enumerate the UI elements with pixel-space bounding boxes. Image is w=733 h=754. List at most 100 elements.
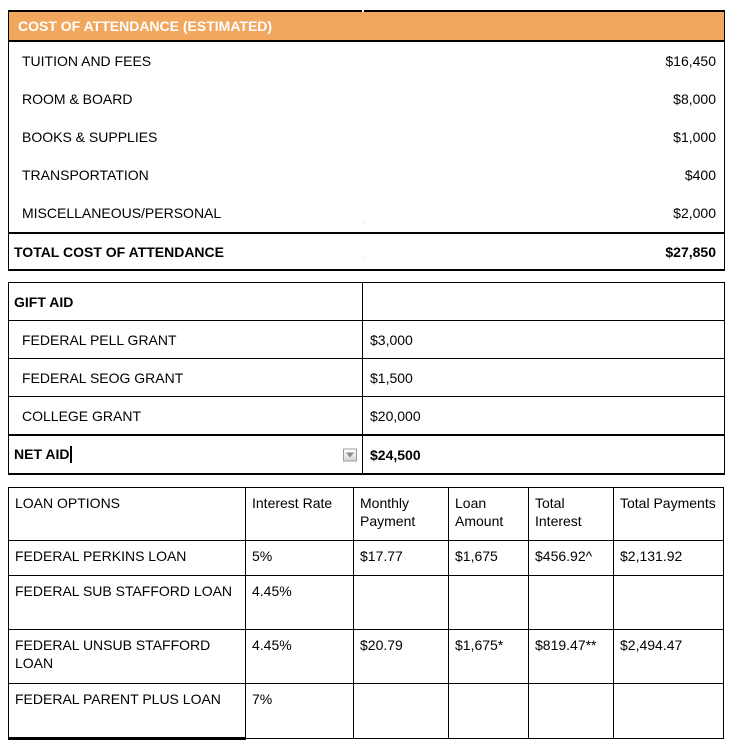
- loan-payments-cell[interactable]: [613, 575, 724, 630]
- gift-aid-header-cell[interactable]: GIFT AID: [8, 282, 363, 321]
- loan-amount-cell[interactable]: $1,675: [448, 540, 529, 576]
- loan-header-label: Interest Rate: [252, 495, 333, 511]
- cost-label-cell[interactable]: ROOM & BOARD: [9, 80, 363, 118]
- loan-name-cell[interactable]: FEDERAL UNSUB STAFFORD LOAN: [8, 629, 246, 684]
- cost-value: $2,000: [673, 205, 716, 221]
- gift-label-cell[interactable]: FEDERAL PELL GRANT: [8, 320, 363, 359]
- loan-monthly-cell[interactable]: [353, 683, 449, 739]
- table-row: FEDERAL PERKINS LOAN 5% $17.77 $1,675 $4…: [8, 540, 724, 576]
- net-aid-dropdown-button[interactable]: [343, 448, 357, 461]
- gift-label-cell[interactable]: COLLEGE GRANT: [8, 396, 363, 436]
- loan-rate-cell[interactable]: 4.45%: [245, 575, 354, 630]
- loan-monthly-cell[interactable]: $17.77: [353, 540, 449, 576]
- loan-rate: 4.45%: [252, 637, 292, 653]
- loan-header-cell[interactable]: Loan Amount: [448, 487, 529, 541]
- loan-amount-cell[interactable]: [448, 575, 529, 630]
- loan-interest-cell[interactable]: [528, 575, 614, 630]
- loan-payments-cell[interactable]: $2,131.92: [613, 540, 724, 576]
- net-aid-value-cell[interactable]: $24,500: [362, 434, 725, 475]
- cost-label-cell[interactable]: BOOKS & SUPPLIES: [9, 118, 363, 156]
- loan-header-cell[interactable]: Interest Rate: [245, 487, 354, 541]
- loan-name-cell[interactable]: FEDERAL SUB STAFFORD LOAN: [8, 575, 246, 630]
- gift-value-cell[interactable]: $1,500: [362, 358, 725, 397]
- gift-aid-title: GIFT AID: [14, 293, 74, 310]
- gift-value-cell[interactable]: $20,000: [362, 396, 725, 436]
- cost-value: $16,450: [665, 53, 716, 69]
- cost-total-label-cell[interactable]: TOTAL COST OF ATTENDANCE: [8, 232, 363, 270]
- loan-amount: $1,675*: [455, 637, 504, 653]
- gift-value: $1,500: [370, 369, 413, 386]
- loan-rate-cell[interactable]: 5%: [245, 540, 354, 576]
- gift-label-cell[interactable]: FEDERAL SEOG GRANT: [8, 358, 363, 397]
- loan-header-cell[interactable]: Total Payments: [613, 487, 724, 541]
- loan-header-label: Monthly Payment: [360, 495, 416, 529]
- chevron-down-icon: [346, 452, 354, 457]
- cost-value-cell[interactable]: $1,000: [363, 118, 725, 156]
- loan-amount: $1,675: [455, 548, 498, 564]
- loan-header-label: LOAN OPTIONS: [15, 495, 121, 511]
- loan-payments-cell[interactable]: $2,494.47: [613, 629, 724, 684]
- loan-monthly-cell[interactable]: $20.79: [353, 629, 449, 684]
- grid-tick: [362, 257, 364, 259]
- table-row: COLLEGE GRANT $20,000: [8, 396, 725, 436]
- cost-value: $8,000: [673, 91, 716, 107]
- table-row: FEDERAL PARENT PLUS LOAN 7%: [8, 683, 724, 740]
- loan-interest-cell[interactable]: [528, 683, 614, 739]
- loan-rate-cell[interactable]: 4.45%: [245, 629, 354, 684]
- loan-name: FEDERAL UNSUB STAFFORD LOAN: [15, 637, 211, 671]
- gift-value-cell[interactable]: $3,000: [362, 320, 725, 359]
- loan-interest-cell[interactable]: $819.47**: [528, 629, 614, 684]
- loan-header-label: Total Payments: [620, 495, 716, 511]
- table-row: BOOKS & SUPPLIES $1,000: [9, 118, 725, 156]
- net-aid-value: $24,500: [370, 446, 421, 463]
- cost-label: TUITION AND FEES: [22, 53, 152, 69]
- gift-aid-header-row: GIFT AID: [8, 282, 725, 321]
- table-row: TUITION AND FEES $16,450: [9, 41, 725, 80]
- cost-label: BOOKS & SUPPLIES: [22, 129, 158, 145]
- loan-header-cell[interactable]: Monthly Payment: [353, 487, 449, 541]
- loan-name-cell[interactable]: FEDERAL PERKINS LOAN: [8, 540, 246, 576]
- cost-label-cell[interactable]: TRANSPORTATION: [9, 156, 363, 194]
- loan-interest-cell[interactable]: $456.92^: [528, 540, 614, 576]
- loan-monthly: $20.79: [360, 637, 403, 653]
- loan-rate: 5%: [252, 548, 273, 564]
- table-row: MISCELLANEOUS/PERSONAL $2,000: [9, 194, 725, 233]
- loan-interest: $456.92^: [535, 548, 593, 564]
- loan-rate: 7%: [252, 691, 273, 707]
- loan-monthly-cell[interactable]: [353, 575, 449, 630]
- cost-total-value-cell[interactable]: $27,850: [362, 232, 725, 270]
- grid-tick: [362, 222, 364, 224]
- table-row: ROOM & BOARD $8,000: [9, 80, 725, 118]
- gift-value: $20,000: [370, 407, 421, 424]
- loan-amount-cell[interactable]: $1,675*: [448, 629, 529, 684]
- loan-header-label: Loan Amount: [455, 495, 504, 529]
- cost-label: ROOM & BOARD: [22, 91, 133, 107]
- loan-name-cell[interactable]: FEDERAL PARENT PLUS LOAN: [8, 683, 246, 740]
- loan-options-table: LOAN OPTIONS Interest Rate Monthly Payme…: [8, 487, 724, 740]
- net-aid-cell-editing[interactable]: NET AID: [8, 434, 363, 475]
- loan-amount-cell[interactable]: [448, 683, 529, 739]
- gift-label: FEDERAL SEOG GRANT: [22, 369, 184, 386]
- loan-payments: $2,131.92: [620, 548, 683, 564]
- cost-table-header-cell[interactable]: COST OF ATTENDANCE (ESTIMATED): [8, 11, 725, 42]
- cost-value-cell[interactable]: $2,000: [363, 194, 725, 233]
- loan-header-cell[interactable]: Total Interest: [528, 487, 614, 541]
- cost-table-header-row: COST OF ATTENDANCE (ESTIMATED): [8, 11, 725, 42]
- table-row: FEDERAL PELL GRANT $3,000: [8, 320, 725, 359]
- table-row: FEDERAL SEOG GRANT $1,500: [8, 358, 725, 397]
- loan-name: FEDERAL PERKINS LOAN: [15, 548, 187, 564]
- loan-payments-cell[interactable]: [613, 683, 724, 739]
- gift-aid-table: GIFT AID FEDERAL PELL GRANT $3,000 FEDER…: [8, 282, 725, 475]
- cost-table-title: COST OF ATTENDANCE (ESTIMATED): [18, 18, 273, 34]
- cost-value-cell[interactable]: $16,450: [363, 41, 725, 80]
- loan-header-cell[interactable]: LOAN OPTIONS: [8, 487, 246, 541]
- empty-cell[interactable]: [362, 282, 725, 321]
- loan-rate-cell[interactable]: 7%: [245, 683, 354, 739]
- cost-value-cell[interactable]: $8,000: [363, 80, 725, 118]
- loan-table-header-row: LOAN OPTIONS Interest Rate Monthly Payme…: [8, 487, 724, 541]
- cost-value-cell[interactable]: $400: [363, 156, 725, 194]
- text-cursor: [70, 446, 73, 463]
- cost-label-cell[interactable]: MISCELLANEOUS/PERSONAL: [9, 194, 363, 233]
- cost-label-cell[interactable]: TUITION AND FEES: [9, 41, 363, 80]
